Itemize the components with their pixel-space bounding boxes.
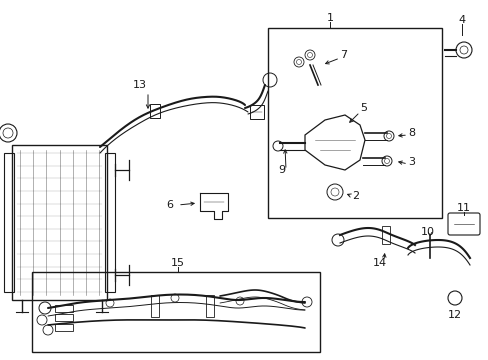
Text: 14: 14 <box>372 258 386 268</box>
Text: 10: 10 <box>420 227 434 237</box>
Bar <box>105 153 115 292</box>
Text: 11: 11 <box>456 203 470 213</box>
Bar <box>249 105 264 119</box>
Text: 4: 4 <box>458 15 465 25</box>
Text: 15: 15 <box>171 258 184 268</box>
Bar <box>205 295 214 317</box>
Text: 3: 3 <box>407 157 414 167</box>
Text: 9: 9 <box>277 165 285 175</box>
Bar <box>4 153 14 292</box>
Text: 13: 13 <box>133 80 147 90</box>
Bar <box>267 28 441 218</box>
Text: 2: 2 <box>351 191 358 201</box>
Bar <box>151 295 159 317</box>
Bar <box>55 305 73 312</box>
Bar <box>55 314 73 321</box>
Text: 12: 12 <box>447 310 461 320</box>
Bar <box>32 272 319 352</box>
Bar <box>55 324 73 331</box>
Bar <box>150 104 160 118</box>
Text: 7: 7 <box>339 50 346 60</box>
Text: 1: 1 <box>326 13 333 23</box>
Text: 8: 8 <box>407 128 414 138</box>
Bar <box>381 226 389 244</box>
Text: 5: 5 <box>359 103 366 113</box>
Bar <box>12 145 107 300</box>
Text: 6: 6 <box>166 200 173 210</box>
